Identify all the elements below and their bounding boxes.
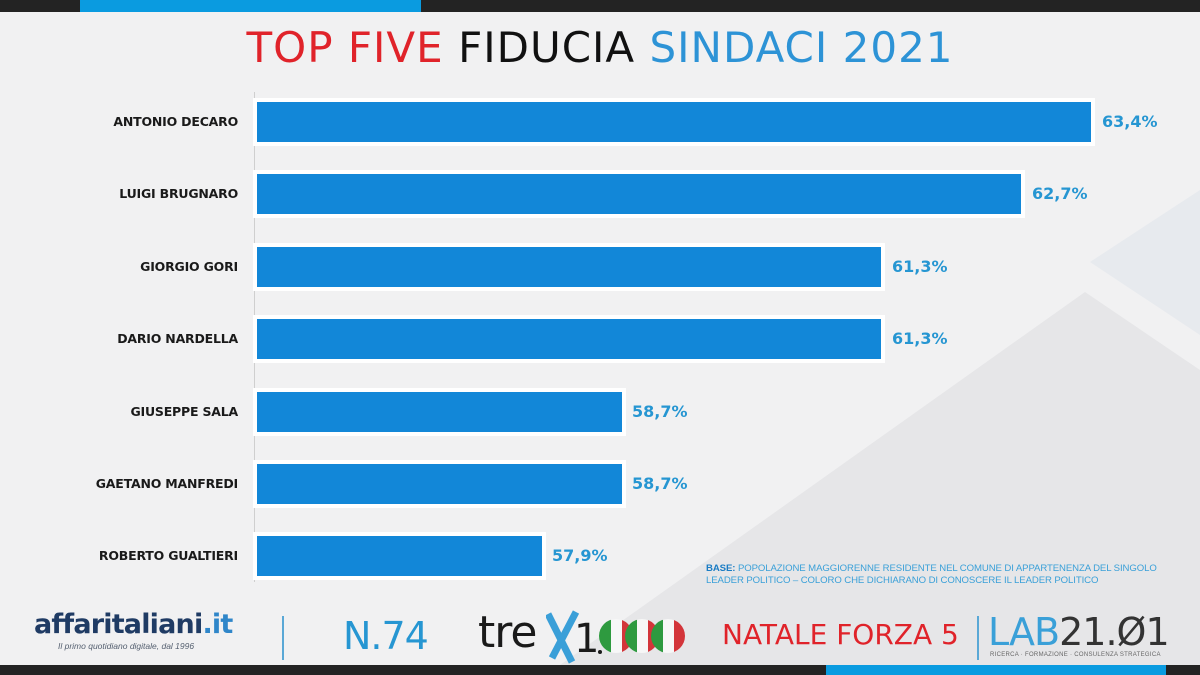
bar-value: 58,7% — [632, 402, 688, 421]
bar-row: GAETANO MANFREDI 58,7% — [0, 460, 1200, 508]
bar — [253, 98, 1095, 146]
bar-label: LUIGI BRUGNARO — [119, 186, 238, 201]
bar-row: ROBERTO GUALTIERI 57,9% — [0, 532, 1200, 580]
footer-separator — [282, 616, 284, 660]
affaritaliani-tagline: Il primo quotidiano digitale, dal 1996 — [58, 641, 195, 651]
bar-row: LUIGI BRUGNARO 62,7% — [0, 170, 1200, 218]
bar-row: GIORGIO GORI 61,3% — [0, 243, 1200, 291]
bar-label: GIUSEPPE SALA — [130, 404, 238, 419]
affaritaliani-tld: .it — [202, 609, 233, 640]
bar-label: GAETANO MANFREDI — [95, 476, 238, 491]
affaritaliani-logo: affaritaliani.it Il primo quotidiano dig… — [34, 609, 233, 652]
base-note-prefix: BASE: — [706, 563, 736, 574]
title-part-sindaci: SINDACI 2021 — [649, 23, 954, 72]
affaritaliani-wordmark: affaritaliani.it — [34, 609, 233, 640]
bar-value: 61,3% — [892, 257, 948, 276]
base-note-text: POPOLAZIONE MAGGIORENNE RESIDENTE NEL CO… — [706, 563, 1157, 586]
bar-row: ANTONIO DECARO 63,4% — [0, 98, 1200, 146]
bar-label: ANTONIO DECARO — [113, 114, 238, 129]
chart-title: TOP FIVE FIDUCIA SINDACI 2021 — [0, 22, 1200, 74]
bar — [253, 532, 546, 580]
bar-value: 62,7% — [1032, 184, 1088, 203]
footer-separator — [977, 616, 979, 660]
bar — [253, 243, 885, 291]
bar-value: 63,4% — [1102, 112, 1158, 131]
lab-numbers: 21.Ø1 — [1059, 610, 1170, 654]
affaritaliani-name: affaritaliani — [34, 609, 203, 640]
bar-label: DARIO NARDELLA — [117, 331, 238, 346]
top-bar-accent — [80, 0, 421, 12]
lab2101-logo: LAB21.Ø1 RICERCA · FORMAZIONE · CONSULEN… — [988, 610, 1170, 658]
trex-1000-logo: tre 1 — [478, 607, 698, 664]
trex-x-and-flags-icon: 1 — [546, 610, 685, 664]
top-bar — [0, 0, 1200, 12]
bar-value: 57,9% — [552, 546, 608, 565]
y-axis-line — [254, 92, 255, 582]
bar-value: 61,3% — [892, 329, 948, 348]
title-part-top-five: TOP FIVE — [246, 23, 444, 72]
footer: affaritaliani.it Il primo quotidiano dig… — [0, 600, 1200, 664]
bar — [253, 170, 1025, 218]
bar — [253, 460, 626, 508]
bar-row: DARIO NARDELLA 61,3% — [0, 315, 1200, 363]
lab-letters: LAB — [988, 610, 1060, 654]
bar-label: ROBERTO GUALTIERI — [98, 548, 238, 563]
bar-value: 58,7% — [632, 474, 688, 493]
issue-number: N.74 — [343, 614, 429, 658]
lab2101-wordmark: LAB21.Ø1 — [988, 610, 1170, 654]
bar — [253, 315, 885, 363]
bar-label: GIORGIO GORI — [140, 259, 238, 274]
lab2101-tagline: RICERCA · FORMAZIONE · CONSULENZA STRATE… — [990, 652, 1161, 658]
natale-forza-5-label: NATALE FORZA 5 — [722, 618, 959, 651]
bottom-bar — [0, 665, 1200, 675]
base-note: BASE: POPOLAZIONE MAGGIORENNE RESIDENTE … — [706, 563, 1186, 587]
trex-word: tre — [478, 607, 537, 658]
bottom-bar-accent — [826, 665, 1166, 675]
bar — [253, 388, 626, 436]
title-part-fiducia: FIDUCIA — [458, 23, 636, 72]
bar-row: GIUSEPPE SALA 58,7% — [0, 388, 1200, 436]
svg-text:1: 1 — [574, 616, 599, 662]
